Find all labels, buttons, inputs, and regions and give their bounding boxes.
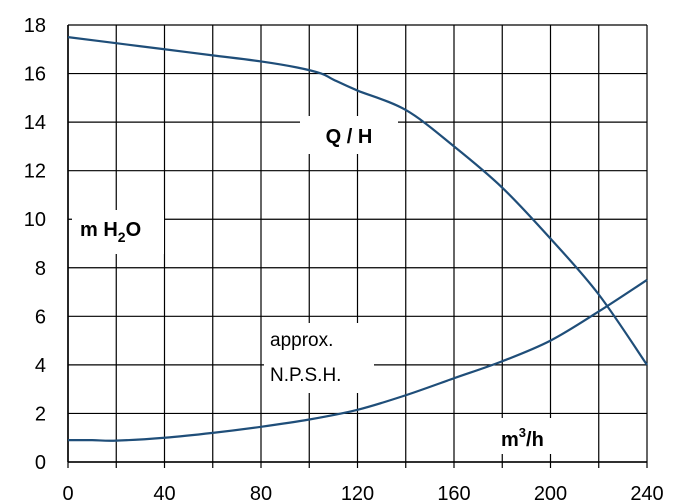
npsh-label-line2: N.P.S.H. [270, 365, 341, 386]
qh-curve [67, 36, 648, 366]
qh-label-bg [300, 116, 398, 154]
npsh-label-line1: approx. [270, 330, 333, 351]
y-tick-label: 4 [35, 355, 46, 377]
curves [67, 36, 648, 442]
y-tick-label: 6 [35, 306, 46, 328]
x-tick-label: 200 [534, 483, 567, 502]
npsh-label-bg [264, 323, 374, 393]
y-unit-label: m H2O [80, 219, 141, 245]
grid [67, 24, 648, 468]
qh-curve-label: Q / H [326, 126, 373, 148]
y-tick-label: 2 [35, 403, 46, 425]
x-tick-label: 240 [630, 483, 663, 502]
y-tick-label: 16 [24, 64, 46, 86]
y-tick-label: 8 [35, 258, 46, 280]
x-unit-label-bg [496, 418, 584, 454]
x-tick-label: 120 [341, 483, 374, 502]
tick-labels: 0 40 80 120 160 200 240 0 2 4 6 8 10 12 14 16 18 [24, 15, 664, 502]
y-tick-label: 10 [24, 209, 46, 231]
x-tick-label: 160 [437, 483, 470, 502]
y-tick-label: 0 [35, 452, 46, 474]
x-tick-label: 80 [250, 483, 272, 502]
x-tick-label: 0 [62, 483, 73, 502]
x-unit-label: m3/h [501, 425, 544, 451]
y-tick-label: 14 [24, 112, 46, 134]
npsh-curve [67, 278, 648, 442]
y-tick-label: 12 [24, 161, 46, 183]
x-tick-label: 40 [153, 483, 175, 502]
y-tick-label: 18 [24, 15, 46, 37]
y-unit-label-bg [72, 210, 164, 254]
